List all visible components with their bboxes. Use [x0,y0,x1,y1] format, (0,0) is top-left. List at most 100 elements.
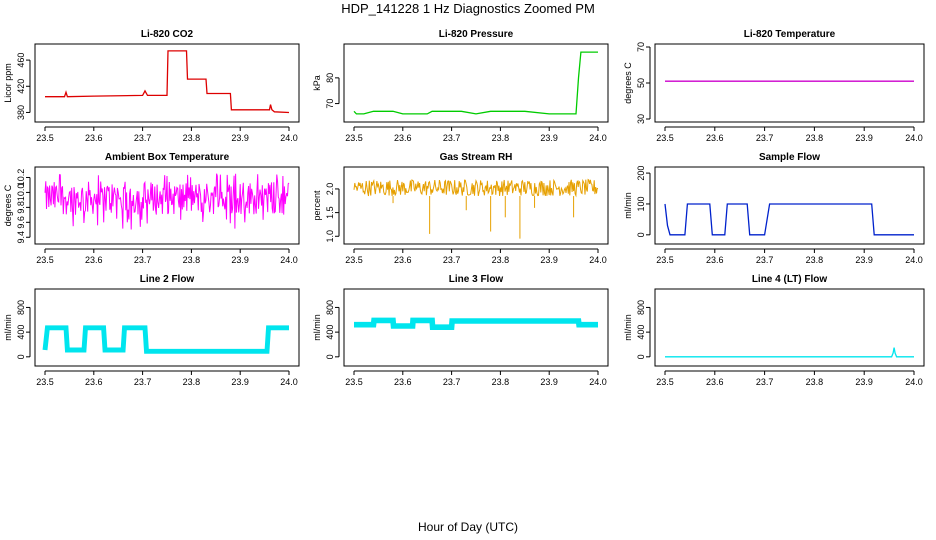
x-tick-label: 23.7 [756,255,774,265]
chart-panels: Li-820 CO2 23.5 23.6 23.7 23.8 23.9 24.0 380 420… [3,29,925,387]
panel-6: Sample Flow 23.5 23.6 23.7 23.8 23.9 24.0 0 100 2… [623,152,925,265]
x-tick-label: 23.9 [231,255,249,265]
y-tick-label: 70 [325,99,335,109]
series-line [45,50,290,114]
x-tick-label: 24.0 [280,255,298,265]
x-tick-label: 23.5 [345,133,363,143]
y-tick-label: 9.6 [16,216,26,229]
x-tick-label: 23.7 [756,377,774,387]
panel-4: Ambient Box Temperature 23.5 23.6 23.7 23.8 2… [3,152,300,265]
y-tick-label: 200 [636,166,646,181]
y-tick-label: 50 [636,78,646,88]
panel-2: Li-820 Pressure 23.5 23.6 23.7 23.8 23.9 24.0 7… [312,29,609,143]
y-tick-label: 400 [636,325,646,340]
y-tick-label: 2.0 [325,183,335,196]
x-tick-label: 23.5 [656,255,674,265]
figure-x-axis-label: Hour of Day (UTC) [418,520,518,534]
y-axis-label: degrees C [3,184,13,226]
y-axis-label: Licor ppm [3,63,13,103]
panel-5: Gas Stream RH 23.5 23.6 23.7 23.8 23.9 24.0 1.0… [312,152,609,265]
x-tick-label: 23.9 [855,255,873,265]
series-line [44,173,290,230]
plot-frame [34,43,300,123]
x-tick-label: 23.8 [492,133,510,143]
y-axis-label: ml/min [623,314,633,341]
x-tick-label: 23.8 [492,377,510,387]
x-tick-label: 23.5 [36,133,54,143]
x-tick-label: 23.8 [183,255,201,265]
y-tick-label: 800 [16,300,26,315]
figure-title: HDP_141228 1 Hz Diagnostics Zoomed PM [341,1,595,16]
y-tick-label: 0 [636,232,646,237]
y-tick-label: 380 [16,105,26,120]
x-tick-label: 23.5 [36,255,54,265]
x-tick-label: 23.6 [85,133,103,143]
y-tick-label: 0 [636,354,646,359]
x-tick-label: 23.7 [443,377,461,387]
x-tick-label: 23.7 [134,133,152,143]
panel-title: Line 3 Flow [449,274,504,285]
x-tick-label: 23.6 [85,377,103,387]
x-tick-label: 23.6 [394,255,412,265]
panel-title: Line 4 (LT) Flow [752,274,828,285]
panel-title: Gas Stream RH [440,152,513,163]
x-tick-label: 23.9 [540,133,558,143]
panel-7: Line 2 Flow 23.5 23.6 23.7 23.8 23.9 24.0 0 400 8… [3,274,300,387]
x-tick-label: 23.6 [706,377,724,387]
x-tick-label: 24.0 [280,133,298,143]
series-line [353,178,599,198]
y-tick-label: 30 [636,114,646,124]
x-tick-label: 23.5 [656,133,674,143]
y-tick-label: 80 [325,73,335,83]
x-tick-label: 23.7 [134,255,152,265]
panel-8: Line 3 Flow 23.5 23.6 23.7 23.8 23.9 24.0 0 400 8… [312,274,609,387]
x-tick-label: 24.0 [905,377,923,387]
x-tick-label: 23.5 [345,377,363,387]
plot-frame [34,166,300,245]
plot-frame [654,288,925,367]
y-tick-label: 10.2 [16,169,26,187]
y-tick-label: 400 [16,325,26,340]
y-tick-label: 460 [16,53,26,68]
y-axis-label: ml/min [623,192,633,219]
panel-9: Line 4 (LT) Flow 23.5 23.6 23.7 23.8 23.9 24.0… [623,274,925,387]
x-tick-label: 23.7 [443,133,461,143]
x-tick-label: 23.6 [394,133,412,143]
y-tick-label: 800 [636,300,646,315]
x-tick-label: 23.6 [706,133,724,143]
panel-title: Line 2 Flow [140,274,195,285]
x-tick-label: 23.8 [806,133,824,143]
x-tick-label: 23.5 [36,377,54,387]
y-tick-label: 70 [636,42,646,52]
x-tick-label: 23.9 [855,377,873,387]
x-tick-label: 23.7 [756,133,774,143]
plot-frame [343,288,609,367]
x-tick-label: 24.0 [280,377,298,387]
y-tick-label: 10.0 [16,184,26,202]
y-tick-label: 420 [16,79,26,94]
series-line [353,51,598,115]
panel-title: Li-820 Pressure [439,29,514,40]
y-tick-label: 9.4 [16,231,26,244]
y-axis-label: ml/min [3,314,13,341]
series-line [42,325,289,354]
series-line [664,203,914,236]
y-tick-label: 9.8 [16,201,26,214]
x-tick-label: 23.7 [134,377,152,387]
x-tick-label: 24.0 [589,255,607,265]
x-tick-label: 24.0 [589,377,607,387]
x-tick-label: 23.8 [183,377,201,387]
x-tick-label: 23.5 [656,377,674,387]
x-tick-label: 23.9 [540,255,558,265]
x-tick-label: 23.6 [394,377,412,387]
x-tick-label: 23.8 [492,255,510,265]
plot-frame [343,43,609,123]
x-tick-label: 23.8 [806,255,824,265]
y-tick-label: 400 [325,325,335,340]
y-tick-label: 0 [325,354,335,359]
y-tick-label: 100 [636,196,646,211]
y-tick-label: 0 [16,354,26,359]
x-tick-label: 23.8 [806,377,824,387]
x-tick-label: 23.9 [231,133,249,143]
